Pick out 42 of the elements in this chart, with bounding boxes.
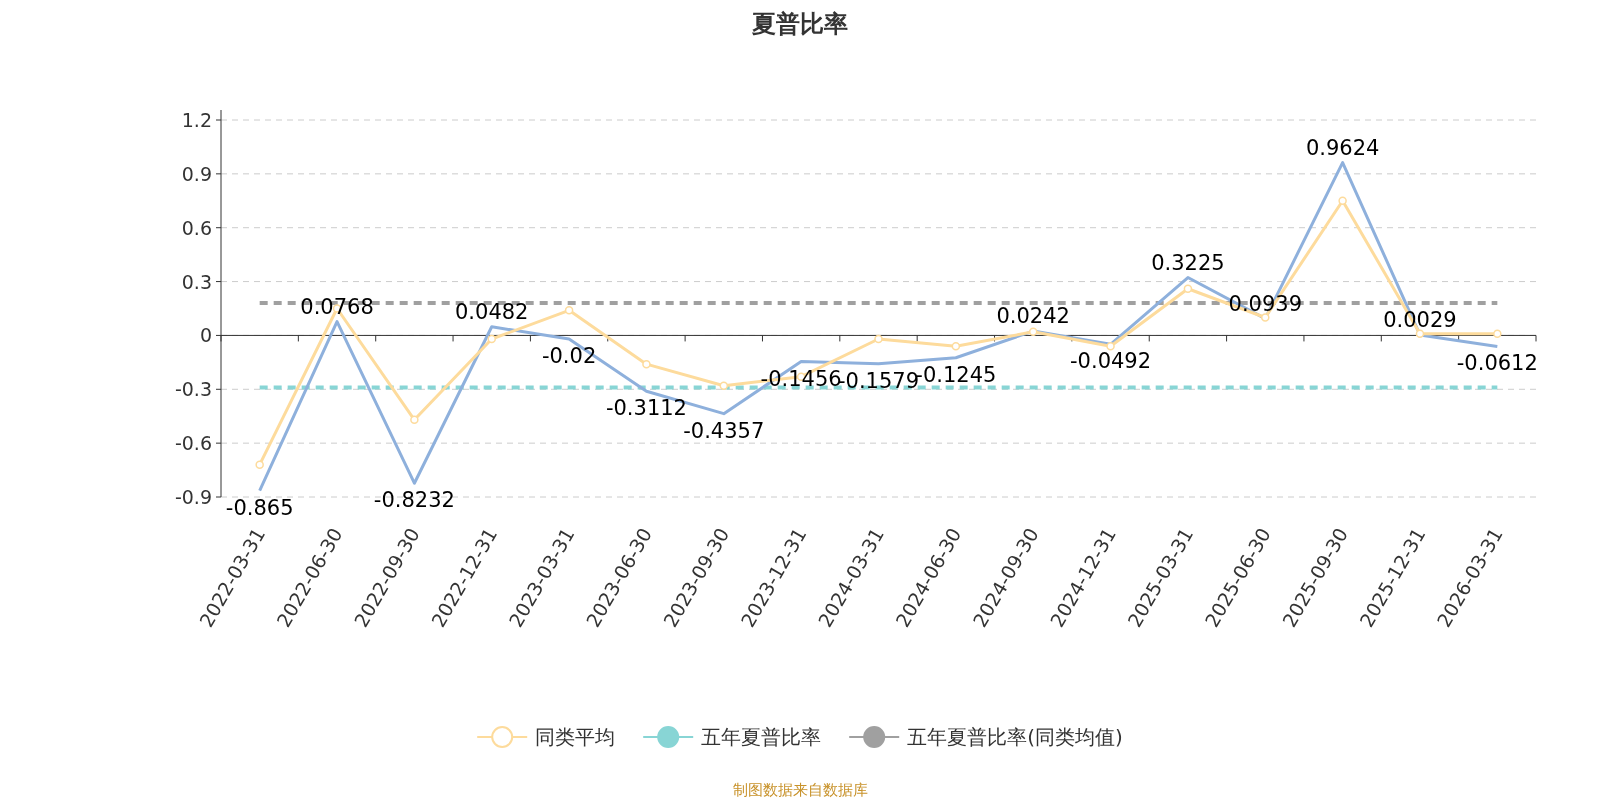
point xyxy=(951,341,961,351)
data-label: -0.0612 xyxy=(1456,351,1538,376)
chart-title: 夏普比率 xyxy=(751,10,848,38)
text: 制图数据来自数据库 xyxy=(732,781,868,799)
legend-label: 同类平均 xyxy=(535,725,616,749)
data-label: -0.865 xyxy=(225,495,294,520)
data-label: 0.9624 xyxy=(1305,135,1380,160)
point xyxy=(874,334,883,344)
point xyxy=(1106,341,1115,351)
point xyxy=(1261,313,1270,322)
data-label: 0.3225 xyxy=(1151,250,1225,275)
y-tick-label: -0.3 xyxy=(174,378,212,401)
y-tick-label: 1.2 xyxy=(181,109,212,131)
point xyxy=(1183,284,1193,293)
data-label: 0.0242 xyxy=(996,304,1070,329)
point xyxy=(487,334,496,344)
data-label: 0.0029 xyxy=(1383,307,1457,332)
point xyxy=(564,306,574,315)
data-label: -0.8232 xyxy=(373,488,455,513)
point xyxy=(255,460,264,469)
y-tick-label: 0.6 xyxy=(181,216,212,239)
y-tick-label: -0.6 xyxy=(174,432,212,455)
legend-label: 五年夏普比率(同类均值) xyxy=(907,725,1123,749)
data-label: -0.0492 xyxy=(1070,349,1152,374)
point xyxy=(642,359,651,369)
data-label: 0.0939 xyxy=(1228,291,1303,316)
legend-label: 五年夏普比率 xyxy=(701,725,822,749)
point xyxy=(410,415,419,425)
data-label: -0.02 xyxy=(541,344,597,369)
point xyxy=(719,381,729,390)
data-label: -0.3112 xyxy=(605,396,687,421)
point xyxy=(1493,329,1502,338)
data-label: 0.0482 xyxy=(454,299,529,324)
data-label: 0.0768 xyxy=(300,294,374,319)
point xyxy=(1338,196,1347,206)
y-tick-label: 0.3 xyxy=(181,270,212,293)
y-tick-label: 0.9 xyxy=(181,162,212,185)
point xyxy=(1415,329,1425,338)
y-tick-label: -0.9 xyxy=(174,486,212,508)
data-label: -0.4357 xyxy=(683,418,765,443)
y-tick-label: 0 xyxy=(199,324,212,347)
point xyxy=(1028,327,1038,337)
